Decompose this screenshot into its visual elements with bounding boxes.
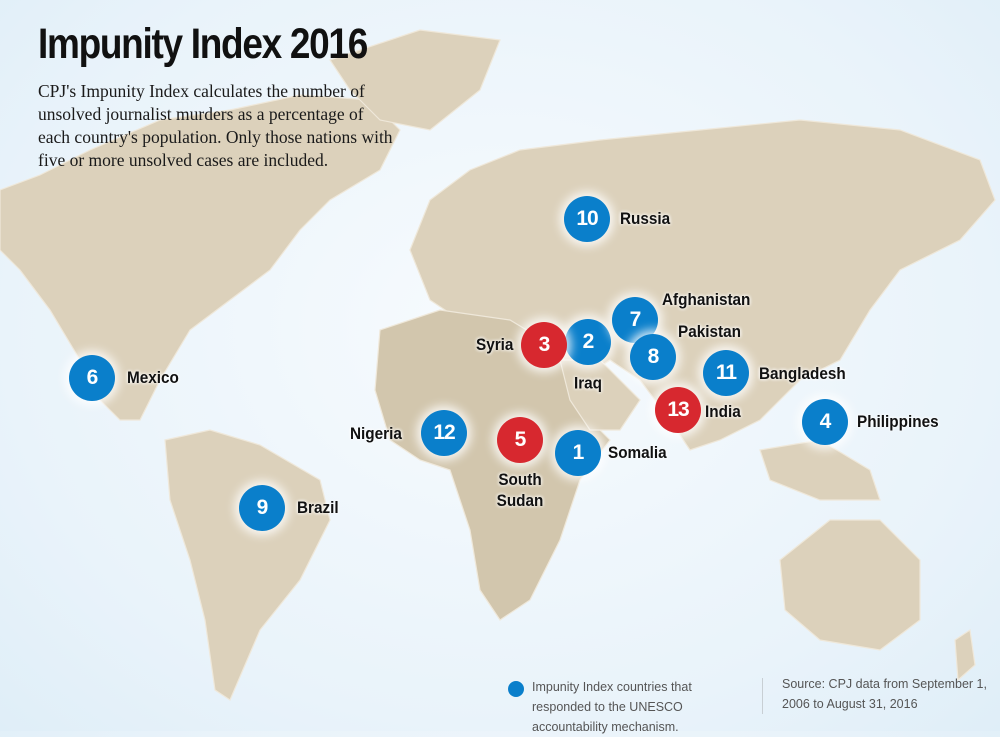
legend-divider xyxy=(762,678,763,714)
label-india: India xyxy=(705,402,741,421)
label-pakistan: Pakistan xyxy=(678,322,741,341)
label-syria: Syria xyxy=(476,335,514,354)
greenland xyxy=(329,29,501,131)
source-note: Source: CPJ data from September 1, 2006 … xyxy=(782,677,987,711)
legend: Impunity Index countries that responded … xyxy=(508,677,752,737)
page-title: Impunity Index 2016 xyxy=(38,20,368,68)
north-america xyxy=(0,94,401,421)
label-mexico: Mexico xyxy=(127,368,179,387)
marker-somalia[interactable]: 1 xyxy=(555,430,601,476)
label-afghanistan: Afghanistan xyxy=(662,290,751,309)
new-zealand xyxy=(954,628,976,682)
australia xyxy=(779,519,921,651)
label-iraq: Iraq xyxy=(573,373,603,393)
marker-south-sudan[interactable]: 5 xyxy=(497,417,543,463)
label-philippines: Philippines xyxy=(857,412,939,431)
legend-label: Impunity Index countries that responded … xyxy=(532,680,692,734)
marker-mexico[interactable]: 6 xyxy=(69,355,115,401)
marker-india[interactable]: 13 xyxy=(655,387,701,433)
label-bangladesh: Bangladesh xyxy=(759,364,846,383)
label-somalia: Somalia xyxy=(608,443,667,462)
marker-brazil[interactable]: 9 xyxy=(239,485,285,531)
legend-blue-dot-icon xyxy=(508,681,524,697)
label-south-sudan: South Sudan xyxy=(496,470,544,510)
southeast-asia xyxy=(759,439,881,501)
marker-nigeria[interactable]: 12 xyxy=(421,410,467,456)
south-america xyxy=(164,429,331,701)
label-russia: Russia xyxy=(620,209,671,228)
label-brazil: Brazil xyxy=(297,498,339,517)
marker-philippines[interactable]: 4 xyxy=(802,399,848,445)
label-nigeria: Nigeria xyxy=(350,424,402,443)
marker-russia[interactable]: 10 xyxy=(564,196,610,242)
marker-bangladesh[interactable]: 11 xyxy=(703,350,749,396)
intro-text: CPJ's Impunity Index calculates the numb… xyxy=(38,81,393,170)
marker-syria[interactable]: 3 xyxy=(521,322,567,368)
marker-pakistan[interactable]: 8 xyxy=(630,334,676,380)
marker-iraq[interactable]: 2 xyxy=(565,319,611,365)
